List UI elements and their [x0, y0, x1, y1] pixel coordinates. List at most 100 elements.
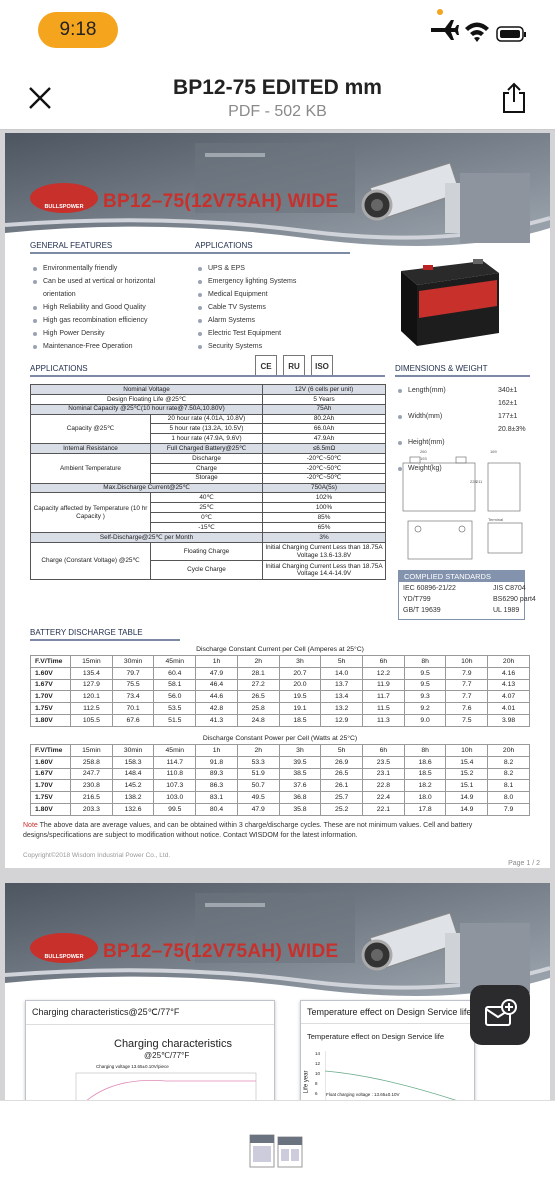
- chart-plot: [325, 1051, 457, 1100]
- table-cell: 247.7: [70, 767, 113, 781]
- spec-cell: Nominal Voltage: [29, 384, 264, 395]
- table-cell: 120.1: [70, 690, 113, 704]
- spec-cell: 5 Years: [262, 393, 387, 405]
- standard-item: BS6290 part4: [493, 596, 536, 603]
- y-tick-label: 10: [315, 1071, 321, 1076]
- card-heading: Charging characteristics@25℃/77°F: [26, 1001, 274, 1025]
- column-header: F.V/Time: [30, 655, 71, 668]
- table-cell: 86.3: [195, 779, 238, 793]
- table-cell: 1.80V: [30, 802, 71, 816]
- spec-cell: 66.0Ah: [262, 423, 387, 435]
- table-cell: 230.8: [70, 779, 113, 793]
- drawing-label: 193: [420, 456, 427, 461]
- table-cell: 50.7: [236, 779, 280, 793]
- spec-cell: 100%: [262, 502, 387, 514]
- spec-row: Max.Discharge Current@25℃ 750A(5s): [29, 482, 387, 494]
- table-cell: 3.98: [487, 713, 530, 727]
- document-title: BP12-75 EDITED mm: [173, 76, 382, 99]
- spec-cell: Storage: [149, 472, 264, 484]
- share-button[interactable]: [500, 82, 528, 114]
- add-comment-button[interactable]: [470, 985, 530, 1045]
- column-header: 20h: [487, 744, 530, 757]
- table-cell: 127.9: [70, 678, 113, 692]
- banner: [5, 133, 550, 258]
- column-header: 45min: [153, 744, 197, 757]
- table-cell: 51.9: [236, 767, 280, 781]
- table-cell: 19.5: [278, 690, 322, 704]
- table-header-row: F.V/Time 15min 30min 45min 1h 2h 3h 5h 6h 8h 10h 20…: [30, 744, 530, 757]
- dimension-drawings: [402, 456, 523, 560]
- table-cell: 58.1: [153, 678, 197, 692]
- table-cell: 1.67V: [30, 767, 71, 781]
- table-cell: 17.8: [403, 802, 447, 816]
- drawing-label: 211: [476, 479, 483, 484]
- note: Note The above data are average values, …: [23, 821, 533, 841]
- table-row: 1.75V 216.5 138.2 103.0 83.1 49.5 36.8 25.7 22.4…: [30, 791, 530, 804]
- application-item: Medical Equipment: [198, 288, 348, 301]
- spec-cell: Capacity affected by Temperature (10 hr …: [30, 492, 151, 533]
- drawing-label: Terminal: [488, 517, 504, 522]
- viewer-header: BP12-75 EDITED mm PDF - 502 KB: [0, 60, 555, 130]
- column-header: 10h: [445, 744, 489, 757]
- column-header: 2h: [236, 744, 280, 757]
- table-cell: 15.4: [445, 755, 489, 769]
- table-cell: 22.1: [362, 802, 405, 816]
- table-cell: 35.8: [278, 802, 322, 816]
- spec-cell: 80.2Ah: [262, 413, 387, 425]
- table-cell: 148.4: [111, 767, 155, 781]
- dimension-label: Length(mm): [398, 384, 550, 397]
- table-cell: 135.4: [70, 666, 113, 680]
- logo: BULLSPOWER: [30, 933, 98, 963]
- table-cell: 28.1: [236, 666, 280, 680]
- column-header: 30min: [111, 655, 155, 668]
- table-cell: 38.5: [278, 767, 322, 781]
- table-cell: 13.2: [320, 702, 364, 715]
- spec-cell: 85%: [262, 512, 387, 524]
- table-cell: 22.8: [362, 779, 405, 793]
- table-cell: 1.67V: [30, 678, 71, 692]
- note-text: The above data are average values, and c…: [23, 822, 473, 839]
- spec-cell: 65%: [262, 522, 387, 533]
- application-item: Emergency lighting Systems: [198, 275, 348, 288]
- spec-cell: -20℃~50℃: [262, 472, 387, 484]
- table-cell: 11.3: [362, 713, 405, 727]
- table-cell: 13.7: [320, 678, 364, 692]
- chart-note: Charging voltage 13.65±0.10V/piece: [96, 1064, 169, 1069]
- application-list: UPS & EPS Emergency lighting Systems Medic…: [198, 262, 348, 353]
- spec-cell: 12V (6 cells per unit): [262, 384, 387, 395]
- dimension-value: 340±1: [498, 387, 518, 394]
- table-cell: 4.07: [487, 690, 530, 704]
- table-cell: 44.6: [195, 690, 238, 704]
- table-row: 1.80V 203.3 132.6 99.5 80.4 47.9 35.8 25.2 22.1 1…: [30, 802, 530, 816]
- y-tick-label: 12: [315, 1061, 321, 1066]
- table-cell: 47.9: [195, 666, 238, 680]
- spec-cell: 47.9Ah: [262, 433, 387, 445]
- table-cell: 22.4: [362, 791, 405, 804]
- chart-card: Charging characteristics@25℃/77°F Chargin…: [25, 1000, 275, 1100]
- dimension-label: Width(mm): [398, 410, 550, 423]
- table-cell: 53.5: [153, 702, 197, 715]
- table-cell: 1.60V: [30, 666, 71, 680]
- pdf-page: BULLSPOWER BP12–75(12V75AH) WIDE Charging …: [5, 883, 550, 1100]
- status-icons: [431, 9, 526, 42]
- table-cell: 1.60V: [30, 755, 71, 769]
- table-cell: 8.0: [487, 791, 530, 804]
- column-header: 8h: [403, 744, 447, 757]
- page-thumbnails[interactable]: [248, 1131, 308, 1171]
- spec-cell: Charge: [149, 462, 264, 474]
- table-cell: 27.2: [236, 678, 280, 692]
- table-cell: 13.4: [320, 690, 364, 704]
- close-button[interactable]: [26, 84, 54, 112]
- dimension-value: 177±1: [498, 413, 518, 420]
- table-cell: 53.3: [236, 755, 280, 769]
- table-cell: 1.80V: [30, 713, 71, 727]
- table-cell: 7.9: [445, 666, 489, 680]
- table-cell: 1.70V: [30, 779, 71, 793]
- chart-card: Temperature effect on Design Service lif…: [300, 1000, 475, 1100]
- table-cell: 4.01: [487, 702, 530, 715]
- table-row: 1.70V 120.1 73.4 56.0 44.6 26.5 19.5 13.4 11.7 9.…: [30, 690, 530, 704]
- table-row: 1.60V 258.8 158.3 114.7 91.8 53.3 39.5 26.9 23.5…: [30, 755, 530, 769]
- feature-item: High Power Density: [33, 327, 171, 340]
- drawing-label: 260: [420, 449, 427, 454]
- spec-cell: 750A(5s): [262, 482, 387, 494]
